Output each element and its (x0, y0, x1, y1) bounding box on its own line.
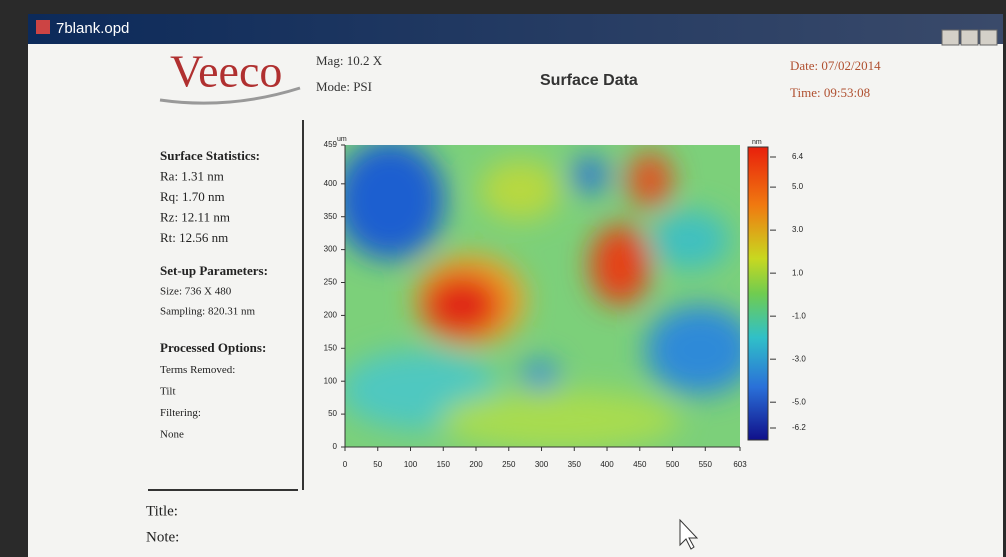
window-title: 7blank.opd (56, 20, 129, 37)
x-tick-label: 200 (469, 460, 483, 469)
y-tick-label: 400 (324, 179, 338, 188)
section-heading: Set-up Parameters: (160, 263, 268, 278)
time: Time: 09:53:08 (790, 85, 870, 100)
date: Date: 07/02/2014 (790, 58, 881, 73)
y-tick-label: 350 (324, 212, 338, 221)
page: 7blank.opd Veeco Mag: 10.2 X Mode: PSI S… (0, 0, 1006, 557)
section-item: Rz: 12.11 nm (160, 209, 230, 224)
colorbar-tick-label: -3.0 (792, 354, 806, 363)
colorbar-tick-label: 1.0 (792, 268, 804, 277)
section-item: Sampling: 820.31 nm (160, 306, 255, 318)
section-item: Terms Removed: (160, 364, 235, 376)
x-tick-label: 150 (437, 460, 451, 469)
colorbar-tick-label: -1.0 (792, 311, 806, 320)
colorbar-tick-label: 3.0 (792, 225, 804, 234)
colorbar-tick-label: -6.2 (792, 423, 806, 432)
section-item: Ra: 1.31 nm (160, 168, 224, 183)
x-tick-label: 550 (699, 460, 713, 469)
x-tick-label: 400 (600, 460, 614, 469)
x-tick-label: 300 (535, 460, 549, 469)
x-tick-label: 50 (373, 460, 382, 469)
colorbar-tick-label: 5.0 (792, 182, 804, 191)
colorbar-tick-label: -5.0 (792, 397, 806, 406)
y-tick-label: 100 (324, 376, 338, 385)
app-icon (36, 20, 50, 34)
minimize-button[interactable] (942, 30, 959, 45)
y-tick-label: 200 (324, 311, 338, 320)
mode: Mode: PSI (316, 79, 372, 94)
section-item: Filtering: (160, 407, 201, 419)
x-tick-label: 500 (666, 460, 680, 469)
section-heading: Surface Statistics: (160, 148, 260, 163)
y-tick-label: 0 (333, 442, 338, 451)
x-tick-label: 250 (502, 460, 516, 469)
report-title: Surface Data (540, 72, 638, 89)
y-tick-label: 150 (324, 343, 338, 352)
colorbar (748, 147, 768, 440)
section-item: Rt: 12.56 nm (160, 230, 228, 245)
x-tick-label: 603 (733, 460, 747, 469)
close-button[interactable] (980, 30, 997, 45)
y-tick-label: 300 (324, 245, 338, 254)
y-tick-label: 50 (328, 409, 337, 418)
section-item: Rq: 1.70 nm (160, 189, 225, 204)
title-bar (28, 14, 1003, 44)
x-tick-label: 350 (568, 460, 582, 469)
footer-note: Note: (146, 529, 179, 545)
colorbar-tick-label: 6.4 (792, 152, 804, 161)
colorbar-unit: nm (752, 139, 762, 146)
height-map (335, 140, 755, 450)
section-item: Tilt (160, 386, 176, 398)
mag: Mag: 10.2 X (316, 53, 383, 68)
y-unit: um (337, 136, 347, 143)
section-item: Size: 736 X 480 (160, 286, 232, 298)
section-heading: Processed Options: (160, 340, 266, 355)
maximize-button[interactable] (961, 30, 978, 45)
screen: 7blank.opd Veeco Mag: 10.2 X Mode: PSI S… (0, 0, 1006, 557)
y-tick-label: 250 (324, 278, 338, 287)
x-tick-label: 450 (633, 460, 647, 469)
x-tick-label: 0 (343, 460, 348, 469)
y-tick-label: 459 (324, 140, 338, 149)
logo: Veeco (170, 46, 282, 97)
footer-title: Title: (146, 503, 178, 519)
section-item: None (160, 429, 184, 441)
x-tick-label: 100 (404, 460, 418, 469)
